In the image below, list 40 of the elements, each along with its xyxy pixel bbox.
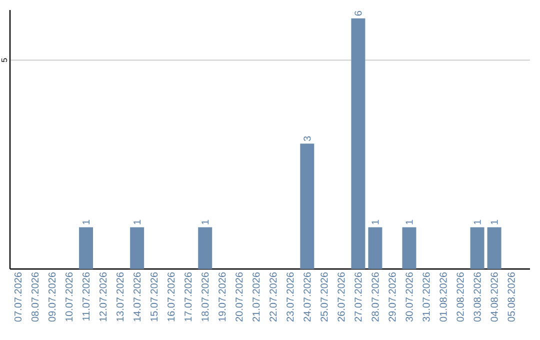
x-tick-label: 08.07.2026: [31, 272, 39, 322]
y-tick-label: 5: [1, 58, 8, 62]
data-label: 1: [134, 220, 141, 224]
x-tick-label: 07.07.2026: [14, 272, 22, 322]
data-label: 1: [372, 220, 379, 224]
x-tick-label: 27.07.2026: [354, 272, 362, 322]
x-tick-label: 20.07.2026: [236, 272, 243, 322]
x-tick-label: 13.07.2026: [116, 272, 124, 322]
x-tick-label: 02.08.2026: [456, 272, 464, 322]
x-tick-label: 22.07.2026: [270, 272, 277, 322]
x-tick-label: 24.07.2026: [304, 272, 311, 322]
x-tick-label: 30.07.2026: [406, 272, 413, 322]
x-tick-label: 29.07.2026: [388, 272, 396, 322]
x-tick-label: 04.08.2026: [490, 272, 498, 322]
x-tick-label: 17.07.2026: [184, 272, 192, 322]
x-tick-label: 15.07.2026: [150, 272, 158, 322]
x-tick-label: 03.08.2026: [474, 272, 481, 322]
data-label: 1: [82, 220, 90, 224]
x-tick-label: 16.07.2026: [168, 272, 175, 322]
x-tick-label: 31.07.2026: [422, 272, 430, 322]
x-tick-label: 28.07.2026: [372, 272, 379, 322]
data-label: 1: [490, 220, 498, 224]
x-tick-label: 23.07.2026: [286, 272, 294, 322]
x-tick-label: 18.07.2026: [202, 272, 209, 322]
x-tick-label: 09.07.2026: [48, 272, 56, 322]
data-label: 1: [406, 220, 413, 224]
data-label: 1: [474, 220, 481, 224]
x-tick-label: 14.07.2026: [134, 272, 141, 322]
x-tick-label: 25.07.2026: [320, 272, 328, 322]
x-tick-label: 12.07.2026: [100, 272, 107, 322]
data-label: 1: [202, 220, 209, 224]
x-tick-label: 19.07.2026: [218, 272, 226, 322]
data-label: 6: [354, 10, 362, 16]
x-tick-label: 26.07.2026: [338, 272, 345, 322]
x-tick-label: 01.08.2026: [440, 272, 447, 322]
x-tick-label: 11.07.2026: [82, 272, 90, 320]
x-tick-label: 05.08.2026: [508, 272, 515, 322]
data-label: 3: [304, 136, 311, 142]
x-tick-label: 10.07.2026: [65, 272, 73, 322]
x-tick-label: 21.07.2026: [252, 272, 260, 322]
